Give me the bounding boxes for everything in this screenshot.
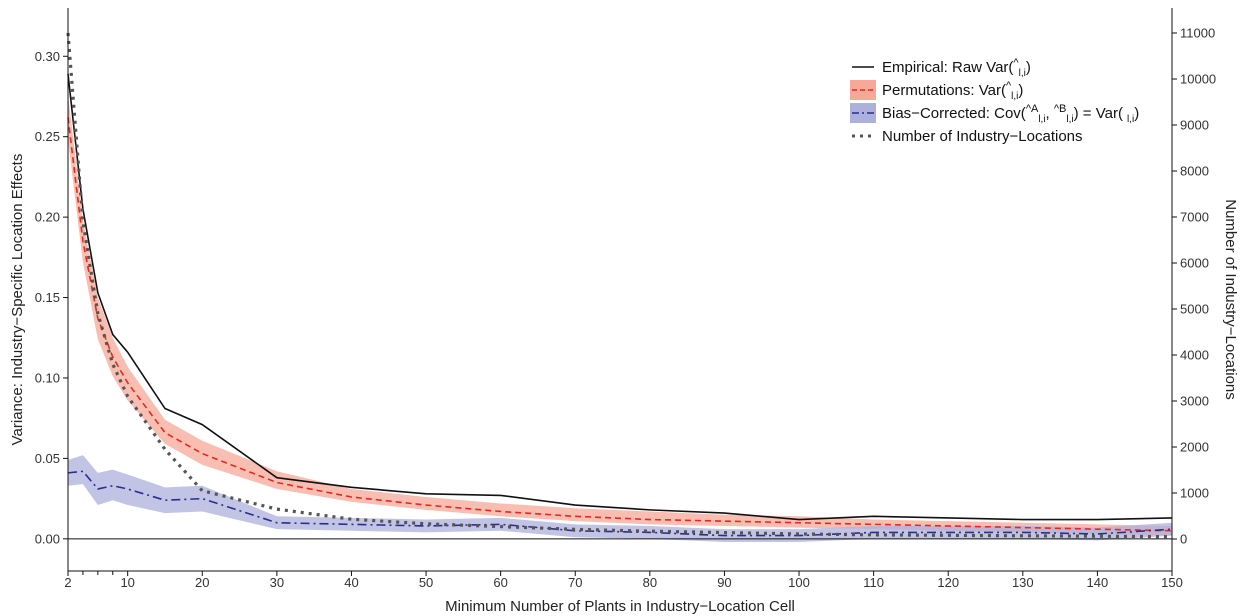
y2-tick-label: 7000 — [1180, 210, 1209, 225]
x-tick-label: 20 — [195, 575, 209, 590]
y-tick-label: 0.10 — [35, 370, 60, 385]
legend-accent: ^A — [1026, 103, 1039, 115]
legend-text-end: ) — [1134, 105, 1139, 122]
legend-accent: ^ — [1013, 57, 1019, 69]
x-tick-label: 110 — [863, 575, 884, 590]
legend: Empirical: Raw Var(^l,i)Permutations: Va… — [850, 57, 1139, 145]
legend-subscript: l,i — [1127, 114, 1134, 125]
x-tick-label: 100 — [788, 575, 810, 590]
x-tick-label: 50 — [419, 575, 433, 590]
x-axis-title: Minimum Number of Plants in Industry−Loc… — [445, 598, 795, 615]
x-tick-label: 150 — [1161, 575, 1183, 590]
y2-axis-title: Number of Industry−Locations — [1222, 199, 1239, 400]
y-tick-label: 0.25 — [35, 129, 60, 144]
y2-tick-label: 11000 — [1180, 26, 1215, 41]
x-tick-label: 40 — [344, 575, 358, 590]
x-tick-label: 10 — [120, 575, 134, 590]
x-tick-label: 140 — [1087, 575, 1109, 590]
legend-text-mid: , — [1046, 105, 1054, 122]
legend-accent: ^B — [1054, 103, 1067, 115]
x-tick-label: 120 — [937, 575, 959, 590]
y2-tick-label: 6000 — [1180, 256, 1209, 271]
legend-label-1: Empirical: Raw Var(^l,i) — [882, 57, 1031, 79]
x-tick-label: 30 — [270, 575, 284, 590]
y2-tick-label: 5000 — [1180, 302, 1209, 317]
y2-tick-label: 8000 — [1180, 164, 1209, 179]
y-tick-label: 0.00 — [35, 531, 60, 546]
y2-tick-label: 2000 — [1180, 440, 1209, 455]
y2-tick-label: 3000 — [1180, 394, 1209, 409]
legend-label-3: Bias−Corrected: Cov(^Al,i, ^Bl,i) = Var(… — [882, 103, 1139, 125]
y2-tick-label: 4000 — [1180, 348, 1209, 363]
y2-tick-label: 9000 — [1180, 118, 1209, 133]
legend-text-suffix: ) = Var( — [1074, 105, 1123, 122]
legend-text-main: Permutations: Var( — [882, 82, 1006, 99]
band-series-2 — [68, 94, 1172, 536]
series-lines — [66, 32, 1173, 539]
x-tick-label: 90 — [717, 575, 731, 590]
axes: 2 10 20 30 40 50 60 70 80 90 100 110 120 130 140 150 0.0… — [35, 8, 1216, 590]
confidence-bands — [68, 94, 1172, 543]
y-tick-label: 0.30 — [35, 49, 60, 64]
legend-subscript: l,i — [1038, 114, 1045, 125]
y2-tick-label: 0 — [1180, 532, 1187, 547]
legend-text-main: Bias−Corrected: Cov( — [882, 105, 1026, 122]
legend-text-main: Empirical: Raw Var( — [882, 59, 1013, 76]
legend-subscript: l,i — [1011, 91, 1018, 102]
legend-subscript: l,i — [1066, 114, 1073, 125]
y-tick-label: 0.20 — [35, 210, 60, 225]
x-tick-label: 130 — [1012, 575, 1034, 590]
legend-label-4: Number of Industry−Locations — [882, 128, 1083, 145]
legend-label-2: Permutations: Var(^l,i) — [882, 80, 1023, 102]
legend-accent: ^ — [1006, 80, 1012, 92]
y-axis-title: Variance: Industry−Specific Location Eff… — [9, 154, 26, 446]
y2-tick-label: 10000 — [1180, 72, 1216, 87]
series-line-3 — [67, 470, 1173, 537]
series-line-2 — [67, 117, 1173, 532]
x-tick-label: 80 — [643, 575, 657, 590]
legend-text-suffix: ) — [1026, 59, 1031, 76]
legend-subscript: l,i — [1019, 68, 1026, 79]
x-tick-label: 2 — [64, 575, 71, 590]
y-tick-label: 0.05 — [35, 451, 60, 466]
x-tick-label: 60 — [493, 575, 507, 590]
legend-text-suffix: ) — [1018, 82, 1023, 99]
legend-text-main: Number of Industry−Locations — [882, 128, 1083, 145]
y2-tick-label: 1000 — [1180, 486, 1209, 501]
y-tick-label: 0.15 — [35, 290, 60, 305]
band-series-3 — [68, 455, 1172, 543]
x-tick-label: 70 — [568, 575, 582, 590]
series-line-1 — [67, 73, 1173, 521]
